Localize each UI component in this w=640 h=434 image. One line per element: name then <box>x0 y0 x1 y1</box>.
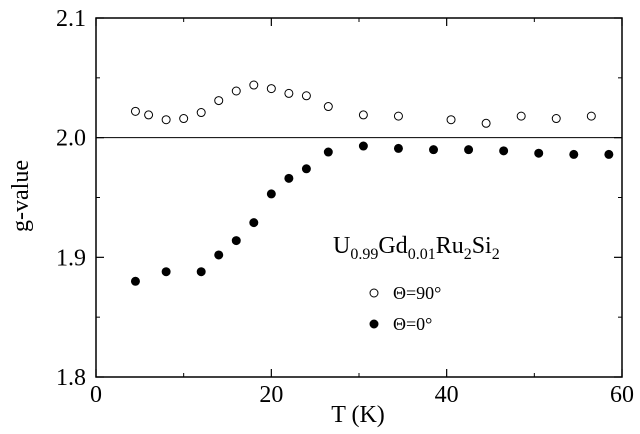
compound-subscript: 2 <box>492 246 500 263</box>
y-tick-label: 1.9 <box>56 245 86 271</box>
y-tick-label: 2.1 <box>56 6 86 32</box>
data-point-theta-0 <box>301 164 311 174</box>
compound-annotation: U0.99Gd0.01Ru2Si2 <box>333 233 500 263</box>
compound-subscript: 0.99 <box>350 246 378 263</box>
data-point-theta-90 <box>249 80 259 90</box>
data-point-theta-0 <box>161 267 171 277</box>
data-point-theta-0 <box>499 146 509 156</box>
x-tick-label: 0 <box>90 382 102 408</box>
legend-label-theta-0: Θ=0° <box>393 314 432 334</box>
plot-frame <box>95 17 623 378</box>
legend-label-theta-90: Θ=90° <box>393 283 441 303</box>
x-tick-label: 20 <box>259 382 283 408</box>
data-point-theta-90 <box>358 110 368 120</box>
data-point-theta-0 <box>130 276 140 286</box>
y-tick-label: 1.8 <box>56 365 86 391</box>
data-point-theta-0 <box>464 145 474 155</box>
data-point-theta-90 <box>301 91 311 101</box>
compound-element: Gd <box>378 233 407 259</box>
y-axis-label: g-value <box>8 160 34 232</box>
data-point-theta-0 <box>393 143 403 153</box>
data-point-theta-90 <box>586 111 596 121</box>
data-point-theta-0 <box>284 173 294 183</box>
data-point-theta-0 <box>604 149 614 159</box>
compound-subscript: 2 <box>464 246 472 263</box>
data-point-theta-90 <box>161 115 171 125</box>
data-point-theta-90 <box>551 114 561 124</box>
data-point-theta-0 <box>196 267 206 277</box>
axes <box>95 17 623 378</box>
data-point-theta-0 <box>266 189 276 199</box>
data-points <box>130 80 614 286</box>
data-point-theta-90 <box>323 102 333 112</box>
compound-element: Si <box>472 233 492 259</box>
x-tick-label: 40 <box>435 382 459 408</box>
data-point-theta-0 <box>231 236 241 246</box>
legend-marker-theta-0 <box>369 319 379 329</box>
data-point-theta-0 <box>323 147 333 157</box>
data-point-theta-90 <box>179 114 189 124</box>
data-point-theta-0 <box>534 148 544 158</box>
data-point-theta-90 <box>266 84 276 94</box>
legend-marker-theta-90 <box>369 288 379 298</box>
data-point-theta-90 <box>481 118 491 128</box>
data-point-theta-0 <box>358 141 368 151</box>
data-point-theta-90 <box>231 86 241 96</box>
data-point-theta-0 <box>249 218 259 228</box>
data-point-theta-90 <box>284 88 294 98</box>
data-point-theta-90 <box>446 115 456 125</box>
data-point-theta-90 <box>516 111 526 121</box>
legend: Θ=90° Θ=0° <box>369 283 441 334</box>
compound-subscript: 0.01 <box>408 246 436 263</box>
data-point-theta-90 <box>130 106 140 116</box>
x-tick-label: 60 <box>610 382 634 408</box>
data-point-theta-90 <box>393 111 403 121</box>
data-point-theta-90 <box>144 110 154 120</box>
x-axis-label: T (K) <box>331 402 385 428</box>
ticks: 0 20 40 60 1.8 1.9 2.0 2.1 <box>56 6 634 408</box>
y-tick-label: 2.0 <box>56 126 86 152</box>
compound-element: U <box>333 233 350 259</box>
data-point-theta-0 <box>429 145 439 155</box>
data-point-theta-0 <box>214 250 224 260</box>
data-point-theta-0 <box>569 149 579 159</box>
data-point-theta-90 <box>214 96 224 106</box>
compound-element: Ru <box>436 233 464 259</box>
data-point-theta-90 <box>196 108 206 118</box>
